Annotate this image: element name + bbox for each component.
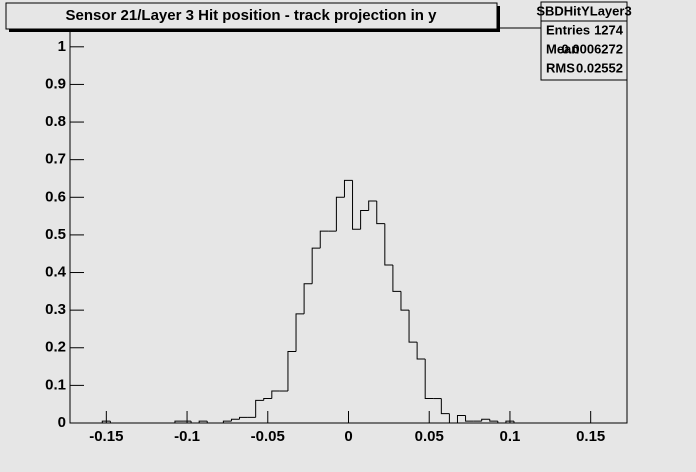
- histogram-bin: [376, 201, 385, 225]
- histogram-bin: [481, 418, 490, 422]
- histogram-bin: [392, 265, 401, 292]
- histogram-bin: [456, 414, 466, 423]
- histogram-bin: [295, 313, 305, 352]
- y-tick-label: 0.6: [45, 188, 66, 205]
- y-tick-label: 0.8: [45, 113, 66, 130]
- histogram-bin: [174, 420, 184, 423]
- x-tick-label: 0: [344, 428, 352, 445]
- histogram-bin: [239, 416, 248, 420]
- x-tick-label: -0.15: [89, 428, 123, 445]
- histogram-bin: [497, 421, 506, 424]
- histogram-bin: [190, 421, 200, 424]
- x-tick-label: -0.1: [174, 428, 200, 445]
- y-tick-label: 0.3: [45, 301, 66, 318]
- histogram-bin: [271, 390, 280, 399]
- x-tick-label: 0.1: [500, 428, 521, 445]
- stats-value: 0.02552: [576, 60, 623, 75]
- histogram-bin: [384, 223, 393, 266]
- y-tick-label: 1: [58, 38, 66, 55]
- histogram-bin: [465, 415, 474, 422]
- histogram-bin: [440, 398, 450, 415]
- stats-label: Mean: [546, 41, 579, 56]
- histogram-bin: [416, 342, 426, 360]
- y-tick-label: 0.4: [45, 263, 67, 280]
- histogram-bin: [206, 421, 216, 424]
- histogram-bin: [222, 420, 232, 423]
- histogram-bin: [319, 230, 329, 249]
- histogram-bin: [448, 413, 458, 424]
- histogram-bin: [360, 209, 369, 230]
- y-tick-label: 0: [58, 414, 66, 431]
- histogram-bin: [489, 419, 498, 422]
- histogram-bin: [263, 398, 272, 401]
- x-tick-label: -0.05: [251, 428, 285, 445]
- stats-title: SBDHitYLayer3: [536, 3, 631, 18]
- x-tick-label: 0.15: [576, 428, 605, 445]
- histogram-bin: [513, 421, 523, 424]
- stats-box: [540, 1, 628, 81]
- x-tick-label: 0.05: [415, 428, 444, 445]
- histogram-bin: [255, 399, 264, 418]
- stats-label: Entries: [546, 22, 590, 37]
- histogram-bin: [335, 196, 345, 232]
- stats-value: 0.0006272: [562, 41, 623, 56]
- histogram-bin: [230, 418, 240, 422]
- histogram-bin: [368, 200, 377, 211]
- histogram-bin: [408, 310, 418, 343]
- chart-title: Sensor 21/Layer 3 Hit position - track p…: [66, 7, 438, 24]
- histogram-bin: [109, 421, 119, 424]
- y-tick-label: 0.7: [45, 151, 66, 168]
- histogram-bin: [101, 420, 111, 423]
- y-tick-label: 0.1: [45, 376, 66, 393]
- title-box: [5, 2, 498, 30]
- histogram-bin: [424, 359, 434, 400]
- histogram-bin: [343, 179, 353, 198]
- histogram-bin: [311, 247, 321, 284]
- y-tick-label: 0.2: [45, 339, 66, 356]
- histogram-bin: [505, 420, 514, 423]
- histogram-bin: [287, 351, 297, 392]
- histogram-bin: [303, 283, 313, 314]
- y-tick-label: 0.9: [45, 75, 66, 92]
- stats-label: RMS: [546, 60, 575, 75]
- y-tick-label: 0.5: [45, 226, 66, 243]
- histogram-bin: [198, 420, 208, 423]
- histogram-bin: [352, 180, 361, 230]
- histogram-bin: [400, 291, 410, 311]
- stats-value: 1274: [594, 22, 624, 37]
